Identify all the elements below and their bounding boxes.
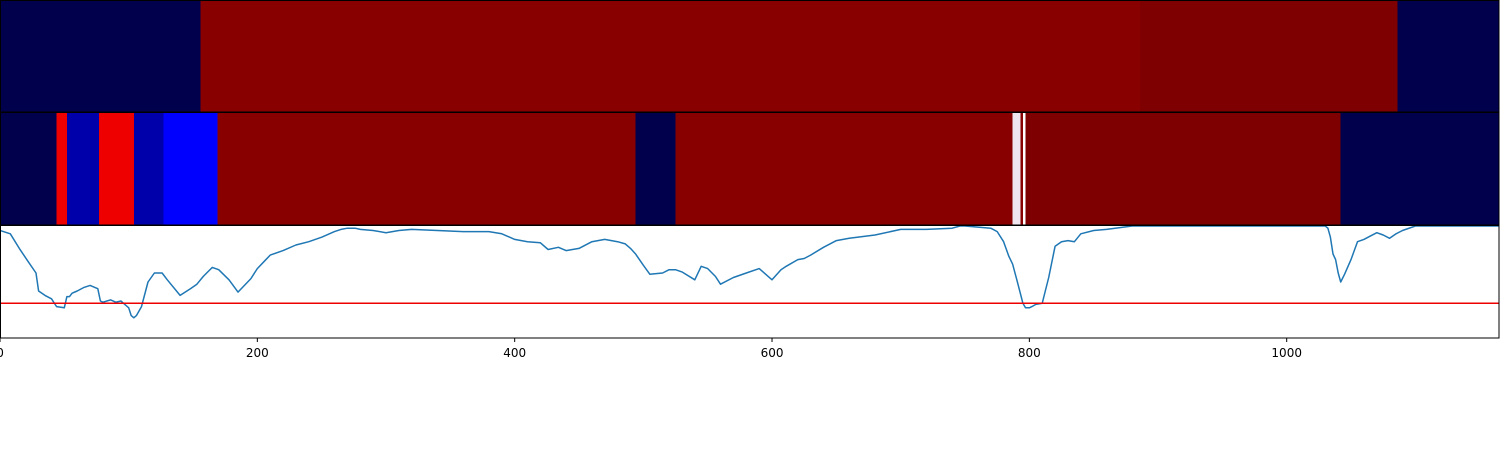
heatmap-top-segment-2 (1140, 1, 1398, 112)
heatmap-middle-segment-8 (675, 113, 1013, 225)
series-line (0, 226, 1499, 319)
x-tick-label-3: 600 (761, 346, 784, 360)
heatmap-middle-segment-1 (56, 113, 67, 225)
x-tick-label-5: 1000 (1271, 346, 1302, 360)
x-tick-label-1: 200 (246, 346, 269, 360)
heatmap-middle-segment-4 (133, 113, 164, 225)
heatmap-top-segment-0 (0, 1, 201, 112)
line-plot (0, 226, 1499, 319)
heatmap-middle-segment-7 (635, 113, 676, 225)
x-tick-label-2: 400 (503, 346, 526, 360)
heatmap-top-segment-1 (200, 1, 1141, 112)
heatmap-middle-segment-5 (163, 113, 218, 225)
heatmap-top (0, 1, 1499, 112)
x-tick-label-4: 800 (1018, 346, 1041, 360)
heatmap-middle-segment-6 (217, 113, 636, 225)
heatmap-top-segment-3 (1397, 1, 1499, 112)
heatmap-middle-segment-11 (1022, 113, 1026, 225)
x-axis: 0 200 400 600 800 1000 (0, 338, 1302, 360)
frame-line (0, 225, 1500, 339)
heatmap-middle-segment-13 (1340, 113, 1499, 225)
heatmap-middle-segment-2 (66, 113, 100, 225)
panel-frames (0, 0, 1500, 339)
heatmap-middle-segment-0 (0, 113, 57, 225)
heatmap-middle (0, 113, 1499, 225)
heatmap-middle-segment-3 (99, 113, 134, 225)
heatmap-middle-segment-9 (1012, 113, 1021, 225)
heatmap-middle-segment-12 (1025, 113, 1341, 225)
x-tick-label-0: 0 (0, 346, 4, 360)
heatmap-middle-segment-10 (1020, 113, 1023, 225)
